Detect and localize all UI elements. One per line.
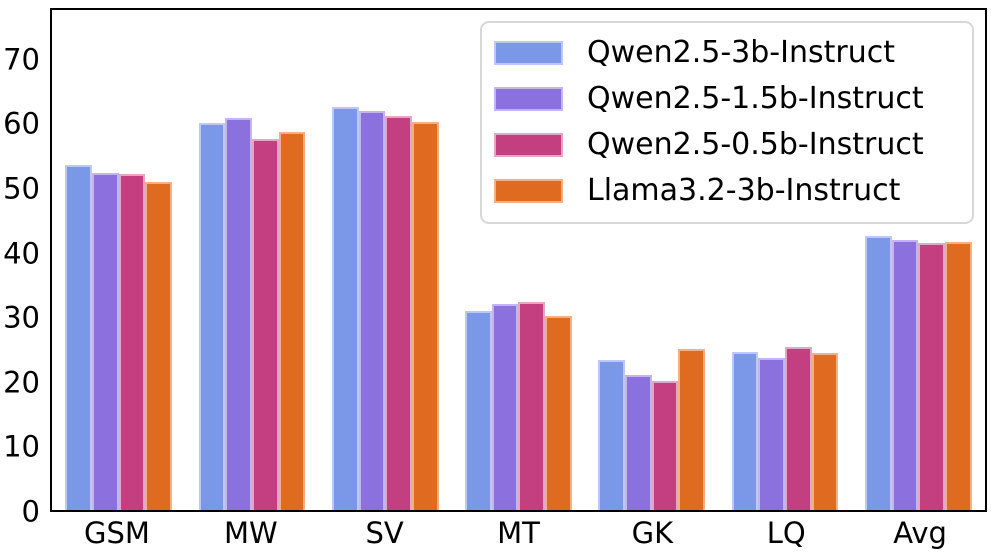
bar-group-gk [585,10,718,510]
x-tick-label-avg: Avg [893,516,947,550]
x-tick-label-mt: MT [497,516,540,550]
legend-color-swatch [494,132,563,157]
bar-gk-series3 [678,349,706,510]
legend-entry: Llama3.2-3b-Instruct [494,174,960,207]
y-tick-label: 40 [3,236,40,271]
legend-color-swatch [494,86,563,111]
y-tick-label: 60 [3,106,40,141]
bar-group-mt [452,10,585,510]
bar-avg-series1 [891,239,919,510]
legend-series-label: Qwen2.5-0.5b-Instruct [587,127,924,162]
y-tick-label: 70 [3,42,40,77]
bar-mt-series0 [465,311,492,510]
legend-color-swatch [494,178,563,203]
bar-mt-series2 [518,301,546,510]
x-tick-label-lq: LQ [766,516,806,550]
bar-mt-series1 [491,303,519,510]
legend-entry: Qwen2.5-3b-Instruct [494,36,960,69]
x-tick-label-gsm: GSM [83,516,150,550]
bar-sv-series1 [358,110,386,510]
bar-lq-series1 [758,358,786,510]
y-tick-label: 0 [21,494,40,529]
x-tick-label-mw: MW [223,516,278,550]
bar-mw-series3 [278,132,306,510]
bar-gsm-series3 [145,181,172,510]
y-tick-label: 50 [3,171,40,206]
bar-mw-series1 [225,117,252,510]
bar-group-gsm [52,10,185,510]
x-tick-label-gk: GK [631,516,674,550]
bar-mt-series3 [545,315,572,510]
legend-entry: Qwen2.5-0.5b-Instruct [494,128,960,161]
plot-area [50,8,987,512]
legend-entry: Qwen2.5-1.5b-Instruct [494,82,960,115]
bar-mw-series2 [251,138,279,510]
bar-group-sv [319,10,452,510]
bar-lq-series3 [811,352,839,510]
bar-sv-series2 [385,115,412,510]
legend-series-label: Llama3.2-3b-Instruct [587,173,901,208]
bar-lq-series2 [785,346,812,510]
bar-avg-series3 [944,242,972,510]
bar-sv-series0 [331,106,359,510]
bar-gsm-series0 [65,164,92,510]
bar-avg-series2 [918,242,945,510]
y-tick-label: 10 [3,429,40,464]
bar-group-avg [852,10,985,510]
bar-gsm-series2 [118,174,146,510]
bar-gsm-series1 [91,172,119,510]
legend-series-label: Qwen2.5-1.5b-Instruct [587,81,924,116]
bar-gk-series2 [651,380,679,510]
legend-color-swatch [494,40,563,65]
y-tick-label: 20 [3,365,40,400]
bar-group-lq [718,10,851,510]
bar-gk-series0 [598,360,626,510]
legend-series-label: Qwen2.5-3b-Instruct [587,35,895,70]
bar-avg-series0 [865,236,892,510]
x-axis-tick-labels: GSM MW SV MT GK LQ Avg [50,516,987,550]
bar-lq-series0 [731,352,759,510]
bar-mw-series0 [198,122,226,510]
bar-group-mw [185,10,318,510]
y-tick-label: 30 [3,300,40,335]
bar-gk-series1 [625,375,652,510]
legend: Qwen2.5-3b-Instruct Qwen2.5-1.5b-Instruct… [480,21,974,224]
x-tick-label-sv: SV [365,516,404,550]
bar-sv-series3 [411,121,439,510]
